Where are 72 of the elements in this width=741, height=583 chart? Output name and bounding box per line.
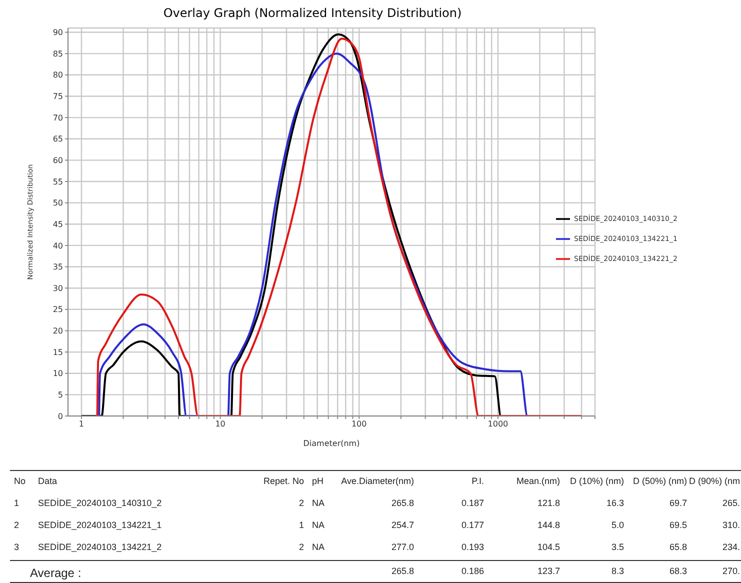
text: 123.7 [536,566,560,576]
y-tick-label: 75 [52,92,63,102]
text: 2 [14,520,20,530]
y-tick-label: 5 [58,390,63,400]
text: D (10%) (nm) [568,476,624,486]
text: 0.187 [460,498,484,508]
y-tick-label: 85 [52,49,63,58]
x-axis-title: Diameter(nm) [303,439,360,448]
y-tick-label: 0 [58,412,63,421]
text: 2 [298,498,304,508]
chart-title: Overlay Graph (Normalized Intensity Distribution) [162,6,463,20]
x-tick-label: 1000 [488,420,508,429]
y-tick-label: 70 [52,113,63,122]
text: Mean.(nm) [515,476,560,486]
text: 265. [721,498,740,508]
text: NA [312,498,326,508]
text: 5.0 [610,520,624,530]
text: 1 [14,498,20,508]
y-tick-label: 30 [52,284,63,293]
x-tick-label: 100 [351,420,367,429]
text: D (50%) (nm) [632,476,687,486]
y-tick-label: 20 [52,326,63,336]
y-tick-label: 40 [52,241,63,250]
text: P.I. [470,476,484,486]
y-tick-label: 90 [52,28,63,38]
text: 0.193 [460,542,484,552]
text: NA [312,520,326,530]
text: 144.8 [536,520,560,530]
x-tick-label: 10 [215,420,226,429]
y-tick-label: 65 [52,134,63,144]
text: 277.0 [390,542,414,552]
y-tick-label: 10 [52,369,63,378]
text: 3 [14,542,20,552]
text: Data [38,476,58,486]
y-tick-label: 45 [52,220,63,229]
y-tick-label: 25 [52,305,63,314]
text: 270. [721,566,740,576]
text: NA [312,542,326,552]
text: Average : [30,566,82,580]
text: D (90%) (nm [688,476,740,486]
text: SEDİDE_20240103_140310_2 [38,498,163,508]
text: 65.8 [668,542,687,552]
x-tick-label: 1 [78,420,84,429]
text: 3.5 [610,542,624,552]
text: 234. [721,542,740,552]
text: 254.7 [390,520,414,530]
text: 0.177 [460,520,484,530]
text: 69.5 [668,520,687,530]
text: 2 [298,542,304,552]
text: 121.8 [536,498,560,508]
text: 68.3 [668,566,687,576]
y-tick-label: 35 [52,262,63,272]
text: 1 [298,520,304,530]
text: Ave.Diameter(nm) [340,476,414,486]
text: 104.5 [536,542,560,552]
text: No [14,476,27,486]
text: 0.186 [460,566,484,576]
y-tick-label: 55 [52,177,63,186]
y-tick-label: 15 [52,348,63,357]
text: 69.7 [668,498,687,508]
y-tick-label: 50 [52,198,63,208]
text: 265.8 [390,498,414,508]
text: SEDİDE_20240103_134221_1 [38,520,163,530]
text: SEDİDE_20240103_134221_2 [38,542,163,552]
y-tick-label: 80 [52,70,63,80]
text: 265.8 [390,566,414,576]
text: 16.3 [605,498,624,508]
text: 310. [721,520,740,530]
text: Repet. No [262,476,304,486]
text: 8.3 [610,566,624,576]
y-tick-label: 60 [52,156,63,166]
text: pH [312,476,325,486]
